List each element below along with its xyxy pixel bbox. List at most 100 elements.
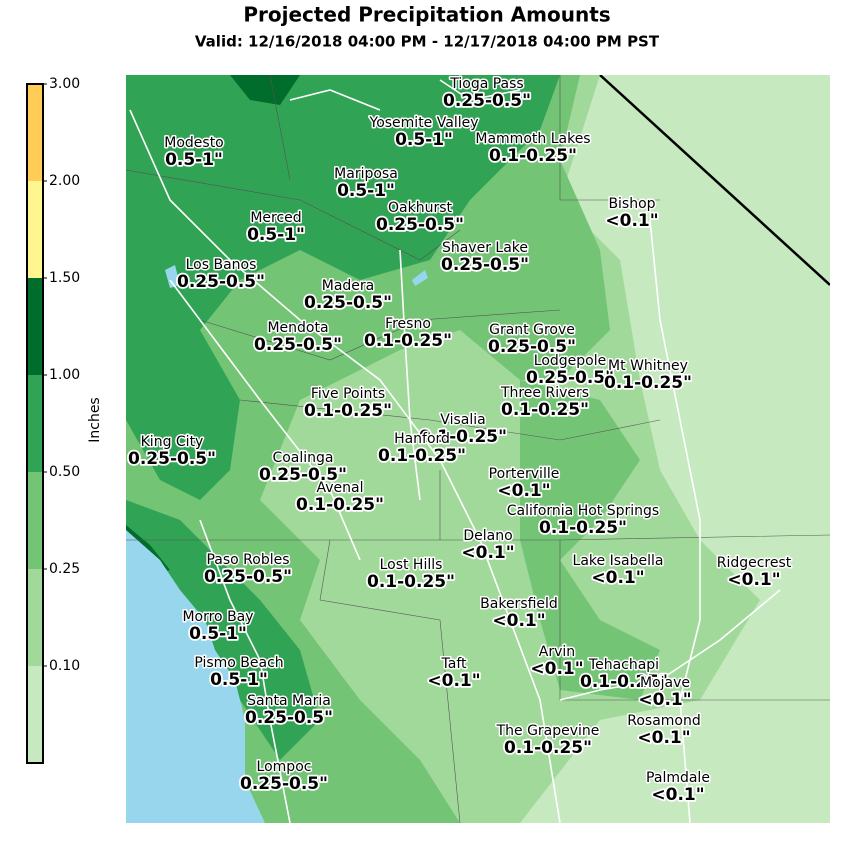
city-name: Visalia	[440, 412, 485, 428]
city-amount: 0.1-0.25"	[378, 446, 466, 466]
city-amount: 0.25-0.5"	[441, 255, 529, 275]
city-amount: 0.5-1"	[247, 225, 305, 245]
city-name: Ridgecrest	[717, 555, 792, 571]
colorbar: 0.10 0.25 0.50 1.00 1.50 2.00 3.00	[26, 76, 80, 764]
city-name: Los Banos	[186, 257, 257, 273]
city-name: Coalinga	[272, 450, 333, 466]
city-amount: 0.1-0.25"	[296, 495, 384, 515]
city-name: Bishop	[608, 196, 655, 212]
city-amount: <0.1"	[492, 611, 545, 631]
city-name: Modesto	[164, 135, 224, 151]
colorbar-band	[27, 569, 43, 666]
city-name: The Grapevine	[496, 723, 600, 739]
colorbar-frame	[26, 83, 44, 764]
city-amount: 0.25-0.5"	[443, 91, 531, 111]
map	[126, 75, 830, 823]
colorbar-tick-label: 3.00	[49, 76, 80, 92]
city-name: Avenal	[317, 480, 364, 496]
city-amount: <0.1"	[530, 659, 583, 679]
colorbar-band	[27, 375, 43, 472]
city-amount: <0.1"	[427, 671, 480, 691]
city-amount: 0.25-0.5"	[376, 215, 464, 235]
city-amount: 0.25-0.5"	[259, 465, 347, 485]
city-name: Morro Bay	[182, 609, 253, 625]
city-name: Five Points	[311, 386, 385, 402]
city-name: Arvin	[539, 644, 575, 660]
city-amount: 0.25-0.5"	[177, 272, 265, 292]
city-amount: 0.1-0.25"	[304, 401, 392, 421]
city-amount: <0.1"	[605, 211, 658, 231]
city-name: Lompoc	[257, 759, 312, 775]
city-name: Lost Hills	[380, 557, 443, 573]
colorbar-band	[27, 181, 43, 278]
city-amount: 0.5-1"	[210, 670, 268, 690]
city-name: Madera	[322, 278, 375, 294]
colorbar-tick-label: 2.00	[49, 173, 80, 189]
city-name: Paso Robles	[206, 552, 289, 568]
city-name: Mt Whitney	[608, 358, 688, 374]
city-amount: <0.1"	[727, 570, 780, 590]
city-amount: 0.1-0.25"	[504, 738, 592, 758]
city-name: Tioga Pass	[449, 76, 523, 92]
city-amount: 0.1-0.25"	[604, 373, 692, 393]
city-amount: <0.1"	[591, 568, 644, 588]
city-amount: 0.1-0.25"	[501, 400, 589, 420]
city-amount: 0.25-0.5"	[526, 368, 614, 388]
colorbar-band	[27, 84, 43, 181]
city-amount: 0.5-1"	[165, 150, 223, 170]
city-amount: 0.25-0.5"	[245, 708, 333, 728]
city-amount: 0.5-1"	[189, 624, 247, 644]
city-name: Pismo Beach	[194, 655, 283, 671]
city-amount: <0.1"	[461, 543, 514, 563]
city-name: Merced	[250, 210, 301, 226]
city-name: Lake Isabella	[573, 553, 664, 569]
subtitle: Valid: 12/16/2018 04:00 PM - 12/17/2018 …	[195, 33, 660, 51]
colorbar-band	[27, 278, 43, 375]
city-amount: <0.1"	[651, 785, 704, 805]
city-amount: <0.1"	[637, 728, 690, 748]
city-name: Shaver Lake	[442, 240, 528, 256]
city-amount: 0.25-0.5"	[240, 774, 328, 794]
city-name: Mendota	[267, 320, 328, 336]
city-name: Santa Maria	[247, 693, 331, 709]
city-name: King City	[141, 434, 204, 450]
city-amount: 0.1-0.25"	[419, 427, 507, 447]
title: Projected Precipitation Amounts	[243, 3, 610, 27]
colorbar-tick-label: 0.50	[49, 464, 80, 480]
colorbar-tick-label: 0.10	[49, 658, 80, 674]
city-amount: 0.25-0.5"	[254, 335, 342, 355]
city-name: Mammoth Lakes	[475, 131, 590, 147]
city-name: Mojave	[640, 675, 690, 691]
city-amount: 0.1-0.25"	[580, 672, 668, 692]
city-name: Hanford	[394, 431, 450, 447]
city-name: Yosemite Valley	[369, 115, 479, 131]
city-amount: 0.1-0.25"	[489, 146, 577, 166]
colorbar-band	[27, 472, 43, 569]
city-amount: 0.1-0.25"	[367, 572, 455, 592]
colorbar-label: Inches	[87, 397, 103, 442]
city-name: Fresno	[385, 316, 431, 332]
city-name: Lodgepole	[534, 353, 606, 369]
city-amount: <0.1"	[497, 481, 550, 501]
city-amount: 0.25-0.5"	[304, 293, 392, 313]
city-name: Tehachapi	[588, 657, 659, 673]
colorbar-band	[27, 666, 43, 763]
colorbar-tick-label: 1.50	[49, 270, 80, 286]
city-name: Mariposa	[334, 166, 398, 182]
city-amount: 0.25-0.5"	[204, 567, 292, 587]
city-name: Grant Grove	[489, 322, 575, 338]
city-name: California Hot Springs	[507, 503, 659, 519]
city-amount: 0.5-1"	[337, 181, 395, 201]
city-name: Oakhurst	[388, 200, 453, 216]
city-amount: 0.25-0.5"	[488, 337, 576, 357]
city-name: Porterville	[489, 466, 560, 482]
colorbar-tick-label: 1.00	[49, 367, 80, 383]
colorbar-tick-label: 0.25	[49, 561, 80, 577]
city-name: Palmdale	[646, 770, 710, 786]
city-name: Delano	[463, 528, 512, 544]
city-amount: 0.1-0.25"	[539, 518, 627, 538]
city-name: Three Rivers	[500, 385, 589, 401]
city-amount: <0.1"	[638, 690, 691, 710]
